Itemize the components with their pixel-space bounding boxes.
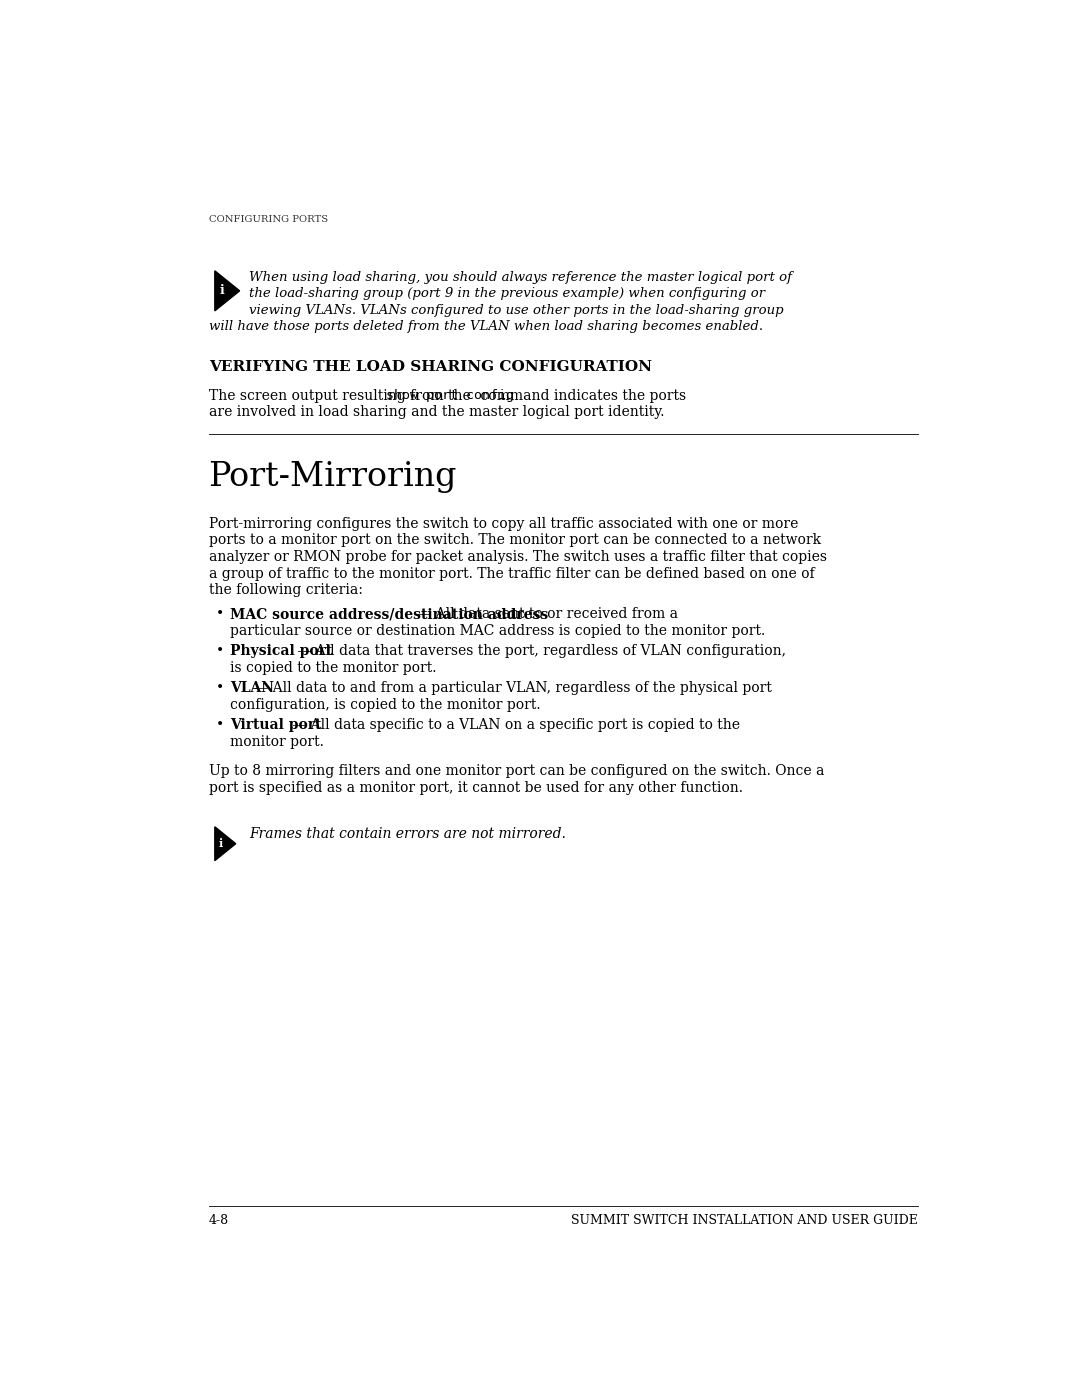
Text: i: i [219, 285, 225, 298]
Text: port is specified as a monitor port, it cannot be used for any other function.: port is specified as a monitor port, it … [208, 781, 743, 795]
Text: Virtual port: Virtual port [230, 718, 322, 732]
Text: the following criteria:: the following criteria: [208, 583, 363, 597]
Polygon shape [215, 271, 240, 312]
Text: — All data specific to a VLAN on a specific port is copied to the: — All data specific to a VLAN on a speci… [288, 718, 740, 732]
Text: command indicates the ports: command indicates the ports [475, 388, 686, 402]
Text: — All data to and from a particular VLAN, regardless of the physical port: — All data to and from a particular VLAN… [249, 682, 771, 696]
Text: viewing VLANs. VLANs configured to use other ports in the load-sharing group: viewing VLANs. VLANs configured to use o… [248, 305, 784, 317]
Text: analyzer or RMON probe for packet analysis. The switch uses a traffic filter tha: analyzer or RMON probe for packet analys… [208, 550, 826, 564]
Text: •: • [216, 608, 225, 622]
Text: Port-mirroring configures the switch to copy all traffic associated with one or : Port-mirroring configures the switch to … [208, 517, 798, 531]
Text: the load-sharing group (port 9 in the previous example) when configuring or: the load-sharing group (port 9 in the pr… [248, 288, 765, 300]
Text: particular source or destination MAC address is copied to the monitor port.: particular source or destination MAC add… [230, 624, 766, 638]
Text: i: i [219, 838, 224, 849]
Text: Port-Mirroring: Port-Mirroring [208, 461, 457, 493]
Text: — All data sent to or received from a: — All data sent to or received from a [413, 608, 678, 622]
Text: is copied to the monitor port.: is copied to the monitor port. [230, 661, 436, 675]
Text: VLAN: VLAN [230, 682, 274, 696]
Text: — All data that traverses the port, regardless of VLAN configuration,: — All data that traverses the port, rega… [293, 644, 786, 658]
Text: MAC source address/destination address: MAC source address/destination address [230, 608, 549, 622]
Text: Physical port: Physical port [230, 644, 333, 658]
Text: show port config: show port config [387, 388, 514, 401]
Text: configuration, is copied to the monitor port.: configuration, is copied to the monitor … [230, 697, 541, 712]
Text: will have those ports deleted from the VLAN when load sharing becomes enabled.: will have those ports deleted from the V… [208, 320, 762, 334]
Text: are involved in load sharing and the master logical port identity.: are involved in load sharing and the mas… [208, 405, 664, 419]
Text: Frames that contain errors are not mirrored.: Frames that contain errors are not mirro… [248, 827, 566, 841]
Text: CONFIGURING PORTS: CONFIGURING PORTS [208, 215, 327, 225]
Text: •: • [216, 644, 225, 658]
Text: a group of traffic to the monitor port. The traffic filter can be defined based : a group of traffic to the monitor port. … [208, 567, 814, 581]
Text: ports to a monitor port on the switch. The monitor port can be connected to a ne: ports to a monitor port on the switch. T… [208, 534, 821, 548]
Text: monitor port.: monitor port. [230, 735, 324, 749]
Text: •: • [216, 718, 225, 732]
Text: When using load sharing, you should always reference the master logical port of: When using load sharing, you should alwa… [248, 271, 792, 284]
Text: •: • [216, 682, 225, 696]
Text: SUMMIT SWITCH INSTALLATION AND USER GUIDE: SUMMIT SWITCH INSTALLATION AND USER GUID… [571, 1214, 918, 1227]
Text: VERIFYING THE LOAD SHARING CONFIGURATION: VERIFYING THE LOAD SHARING CONFIGURATION [208, 360, 651, 374]
Text: 4-8: 4-8 [208, 1214, 229, 1227]
Polygon shape [215, 827, 235, 861]
Text: Up to 8 mirroring filters and one monitor port can be configured on the switch. : Up to 8 mirroring filters and one monito… [208, 764, 824, 778]
Text: The screen output resulting from the: The screen output resulting from the [208, 388, 475, 402]
